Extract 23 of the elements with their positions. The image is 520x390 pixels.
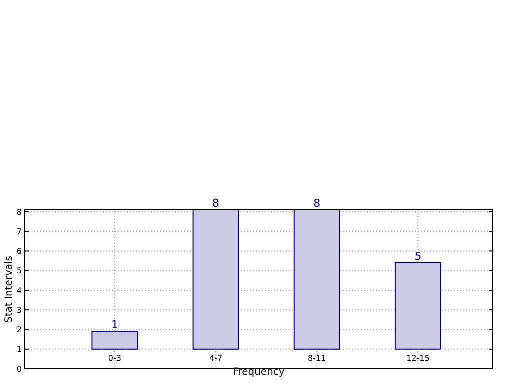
x-tick-label: 8-11 — [308, 354, 326, 363]
bar — [394, 262, 442, 350]
y-tick-label: 0 — [16, 364, 22, 374]
bar — [92, 331, 138, 350]
data-label: 1 — [111, 318, 118, 332]
y-tick-label: 4 — [16, 286, 22, 296]
y-tick-label: 1 — [16, 345, 22, 354]
y-axis-title: Stat Intervals — [4, 256, 15, 324]
bar — [192, 210, 240, 350]
y-tick-label: 8 — [16, 208, 22, 217]
x-axis-title: Frequency — [233, 367, 285, 378]
y-tick-label: 3 — [16, 306, 22, 315]
y-tick-label: 2 — [16, 326, 22, 335]
data-label: 5 — [414, 250, 422, 263]
y-tick-label: 6 — [16, 247, 22, 256]
data-label: 8 — [314, 197, 321, 210]
y-tick-label: 5 — [16, 266, 22, 276]
x-tick-label: 0-3 — [108, 354, 122, 363]
x-tick-label: 12-15 — [406, 354, 430, 363]
data-label: 8 — [212, 197, 220, 210]
bar — [294, 210, 340, 350]
y-tick-label: 7 — [16, 227, 22, 236]
x-tick-label: 4-7 — [210, 354, 223, 363]
